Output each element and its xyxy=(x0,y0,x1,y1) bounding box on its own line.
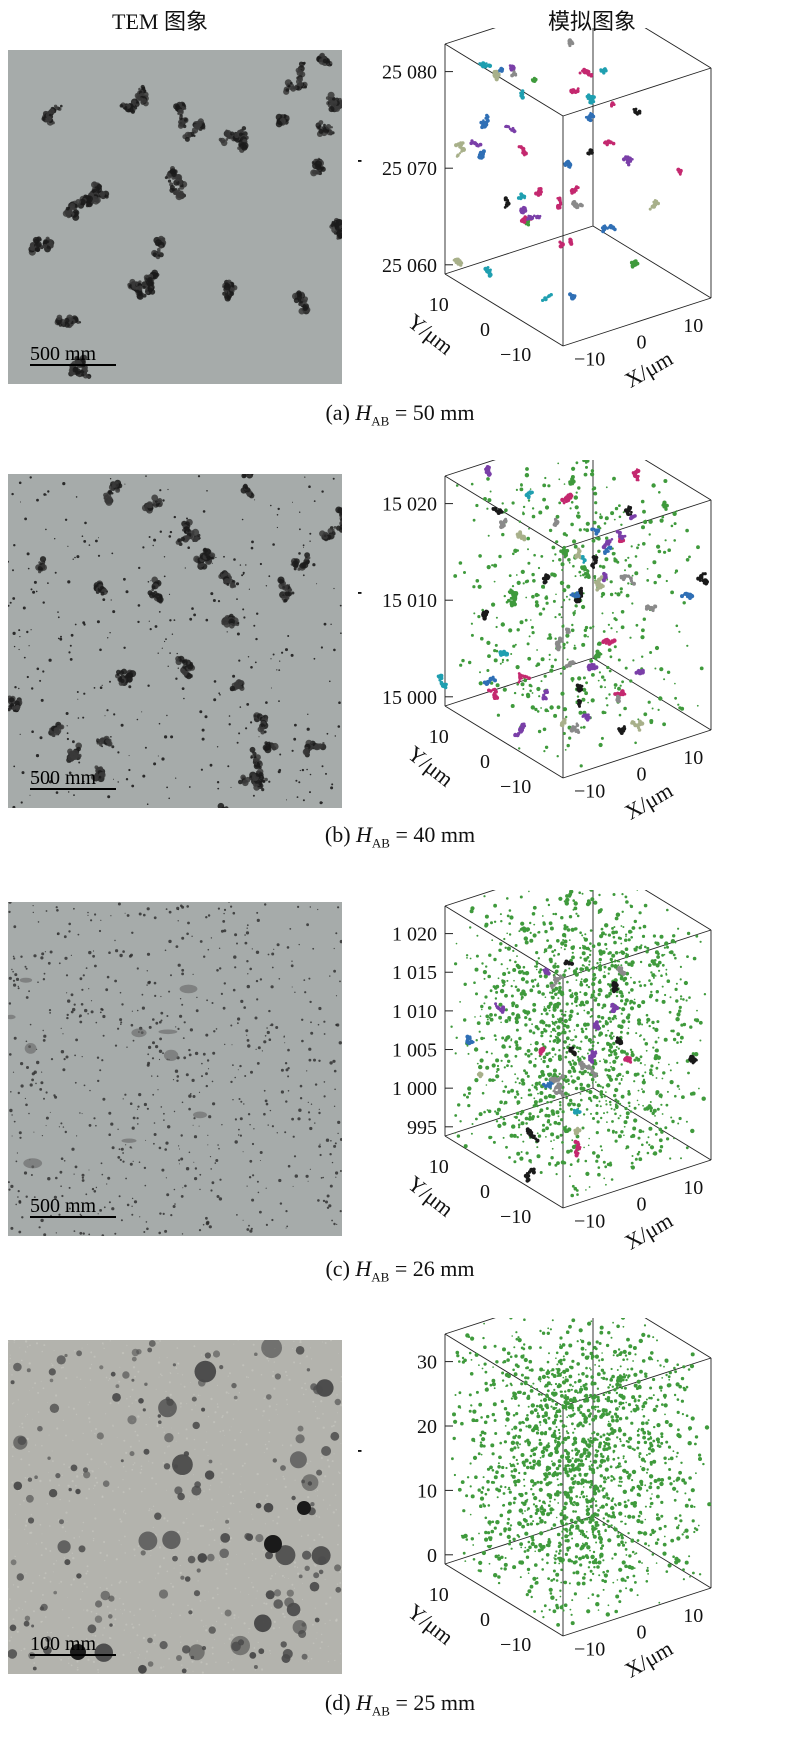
x-tick-label: 10 xyxy=(683,747,703,769)
z-tick-label: 15 000 xyxy=(382,687,437,709)
z-tick-label: 1 020 xyxy=(392,924,437,946)
x-tick-label: 10 xyxy=(683,1177,703,1199)
y-tick-label: 10 xyxy=(429,1156,449,1178)
z-tick-label: 1 010 xyxy=(392,1001,437,1023)
simulation-plot-b: 15 020 15 010 15 000 Z/μm 10 0 −10 Y/μm −10 0 10 X/… xyxy=(358,460,800,820)
caption-c: (c) HAB = 26 mm xyxy=(325,1256,475,1285)
x-tick-label: 0 xyxy=(636,764,646,786)
z-tick-label: 1 005 xyxy=(392,1040,437,1062)
cube-frame xyxy=(444,1318,712,1637)
y-tick-label: 0 xyxy=(480,751,490,773)
cube-frame xyxy=(444,28,712,347)
y-tick-label: 10 xyxy=(429,1584,449,1606)
particle-cloud xyxy=(450,890,707,1198)
z-tick-label: 20 xyxy=(417,1416,437,1438)
y-tick-label: 0 xyxy=(480,1609,490,1631)
z-tick-label: 25 080 xyxy=(382,62,437,84)
z-tick-label: 30 xyxy=(417,1352,437,1374)
y-tick-label: −10 xyxy=(500,1206,531,1228)
caption-d: (d) HAB = 25 mm xyxy=(324,1690,476,1719)
x-tick-label: −10 xyxy=(574,1638,605,1660)
tem-canvas-a xyxy=(8,50,342,384)
y-tick-label: −10 xyxy=(500,344,531,366)
tem-canvas-d xyxy=(8,1340,342,1674)
scale-bar-label-d: 100 mm xyxy=(30,1633,97,1655)
x-tick-label: −10 xyxy=(574,348,605,370)
scale-bar-a: 500 mm xyxy=(30,343,116,366)
z-tick-label: 15 010 xyxy=(382,590,437,612)
y-tick-label: −10 xyxy=(500,1634,531,1656)
y-tick-label: −10 xyxy=(500,776,531,798)
x-tick-label: 10 xyxy=(683,315,703,337)
scale-bar-b: 500 mm xyxy=(30,767,116,790)
scale-bar-label-b: 500 mm xyxy=(30,767,97,789)
y-axis-label: Y/μm xyxy=(403,309,459,360)
particle-cloud xyxy=(452,38,683,302)
y-axis-label: Y/μm xyxy=(403,1599,459,1650)
x-axis-label: X/μm xyxy=(620,1636,677,1678)
tem-image-b: 500 mm xyxy=(8,474,342,808)
y-axis-label: Y/μm xyxy=(403,741,459,792)
simulation-column-header: 模拟图象 xyxy=(548,9,637,34)
x-tick-label: 0 xyxy=(636,1194,646,1216)
particle-cloud xyxy=(436,460,709,768)
x-axis-label: X/μm xyxy=(620,778,677,820)
x-tick-label: −10 xyxy=(574,1210,605,1232)
z-tick-label: 10 xyxy=(417,1480,437,1502)
tem-image-c: 500 mm xyxy=(8,902,342,1236)
y-tick-label: 0 xyxy=(480,319,490,341)
scale-bar-d: 100 mm xyxy=(30,1633,116,1656)
particle-cloud xyxy=(451,1318,712,1627)
tem-image-a: 500 mm xyxy=(8,50,342,384)
z-tick-label: 1 000 xyxy=(392,1078,437,1100)
x-tick-label: 0 xyxy=(636,332,646,354)
simulation-plot-a: 25 080 25 070 25 060 Z/μm 10 0 −10 Y/μm −10 0 10 X/… xyxy=(358,28,800,388)
scale-bar-label-c: 500 mm xyxy=(30,1195,97,1217)
scale-bar-c: 500 mm xyxy=(30,1195,116,1218)
x-tick-label: −10 xyxy=(574,780,605,802)
y-axis-label: Y/μm xyxy=(403,1171,459,1222)
x-tick-label: 0 xyxy=(636,1622,646,1644)
z-tick-label: 25 070 xyxy=(382,158,437,180)
tem-image-d: 100 mm xyxy=(8,1340,342,1674)
z-tick-label: 0 xyxy=(427,1545,437,1567)
z-tick-label: 995 xyxy=(407,1117,437,1139)
z-axis-label: Z/μm xyxy=(358,567,362,615)
caption-b: (b) HAB = 40 mm xyxy=(324,822,476,851)
z-axis-label: Z/μm xyxy=(358,135,362,183)
y-tick-label: 10 xyxy=(429,726,449,748)
z-tick-label: 25 060 xyxy=(382,255,437,277)
caption-a: (a) HAB = 50 mm xyxy=(325,400,475,429)
x-axis-label: X/μm xyxy=(620,346,677,388)
sim-canvas-a: 25 080 25 070 25 060 Z/μm 10 0 −10 Y/μm −10 0 10 X/… xyxy=(358,28,712,388)
simulation-plot-d: 30 20 10 0 Z/μm 10 0 −10 Y/μm −10 0 10 X/μm xyxy=(358,1318,800,1678)
scale-bar-label-a: 500 mm xyxy=(30,343,97,365)
y-tick-label: 0 xyxy=(480,1181,490,1203)
tem-column-header: TEM 图象 xyxy=(112,9,208,34)
x-axis-label: X/μm xyxy=(620,1208,677,1250)
sim-canvas-b: 15 020 15 010 15 000 Z/μm 10 0 −10 Y/μm −10 0 10 X/… xyxy=(358,460,712,820)
z-axis-label: Z/μm xyxy=(358,1425,362,1473)
z-tick-label: 1 015 xyxy=(392,962,437,984)
tem-canvas-c xyxy=(8,902,342,1236)
tem-canvas-b xyxy=(8,474,342,808)
y-tick-label: 10 xyxy=(429,294,449,316)
z-tick-label: 15 020 xyxy=(382,494,437,516)
x-tick-label: 10 xyxy=(683,1605,703,1627)
sim-canvas-d: 30 20 10 0 Z/μm 10 0 −10 Y/μm −10 0 10 X/μm xyxy=(358,1318,712,1678)
